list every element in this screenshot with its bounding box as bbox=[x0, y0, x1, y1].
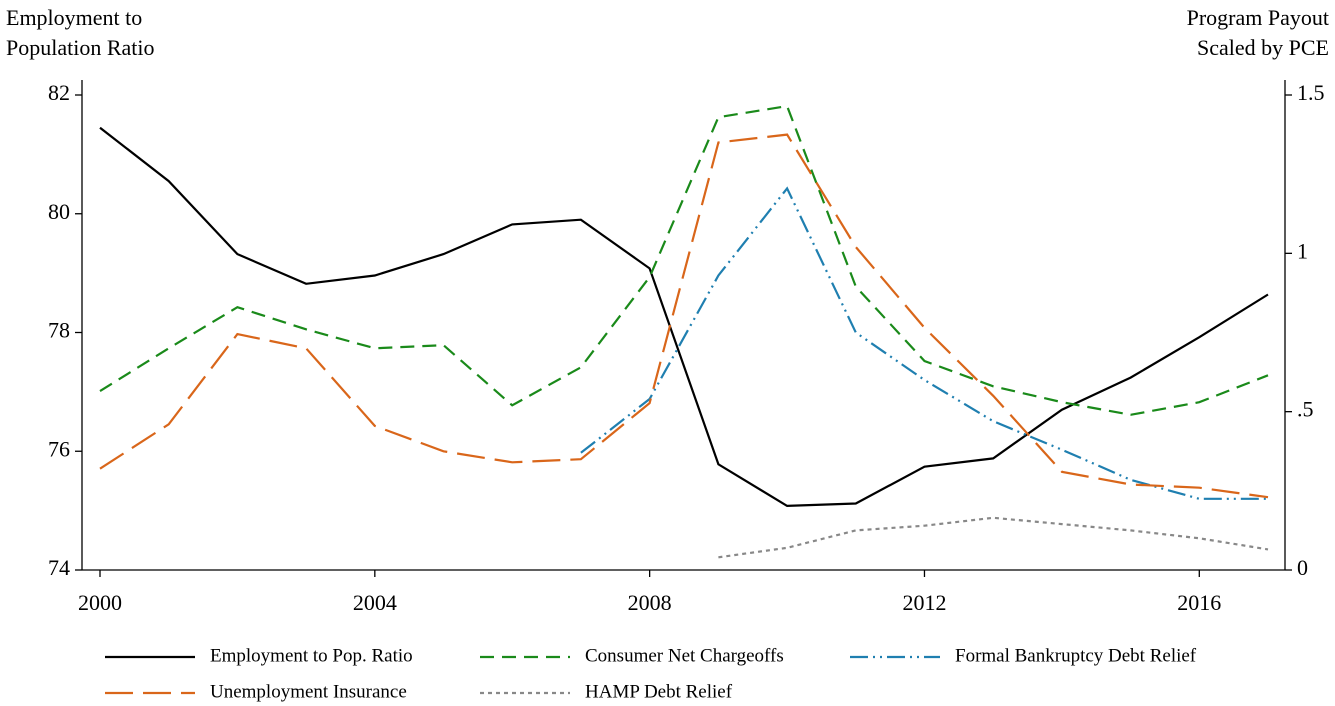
series-line bbox=[99, 104, 1269, 416]
legend: Employment to Pop. Ratio Consumer Net Cha… bbox=[105, 645, 1197, 702]
legend-label: Employment to Pop. Ratio bbox=[210, 645, 413, 666]
x-tick-label: 2012 bbox=[902, 590, 946, 615]
y-tick-label: 74 bbox=[48, 555, 70, 580]
y2-axis-label: Scaled by PCE bbox=[1197, 35, 1329, 60]
x-tick-label: 2016 bbox=[1177, 590, 1221, 615]
legend-label: Consumer Net Chargeoffs bbox=[585, 645, 784, 666]
y-tick-label: 82 bbox=[48, 80, 70, 105]
y2-tick-label: 1.5 bbox=[1297, 80, 1325, 105]
x-tick-label: 2004 bbox=[353, 590, 397, 615]
series-line bbox=[99, 133, 1269, 499]
legend-label: Unemployment Insurance bbox=[210, 681, 407, 702]
series-line bbox=[580, 186, 1268, 500]
y2-axis-label: Program Payout bbox=[1187, 5, 1329, 30]
x-tick-label: 2008 bbox=[628, 590, 672, 615]
x-tick-label: 2000 bbox=[78, 590, 122, 615]
y2-tick-label: 0 bbox=[1297, 555, 1308, 580]
y-tick-label: 76 bbox=[48, 436, 70, 461]
y-axis-label: Employment to bbox=[6, 5, 142, 30]
y-axis-label: Population Ratio bbox=[6, 35, 155, 60]
y-tick-label: 80 bbox=[48, 199, 70, 224]
legend-label: Formal Bankruptcy Debt Relief bbox=[955, 645, 1197, 666]
series-line bbox=[718, 516, 1269, 559]
legend-label: HAMP Debt Relief bbox=[585, 681, 733, 702]
series-line bbox=[99, 126, 1269, 508]
y2-tick-label: 1 bbox=[1297, 238, 1308, 263]
y-tick-label: 78 bbox=[48, 318, 70, 343]
y2-tick-label: .5 bbox=[1297, 397, 1314, 422]
